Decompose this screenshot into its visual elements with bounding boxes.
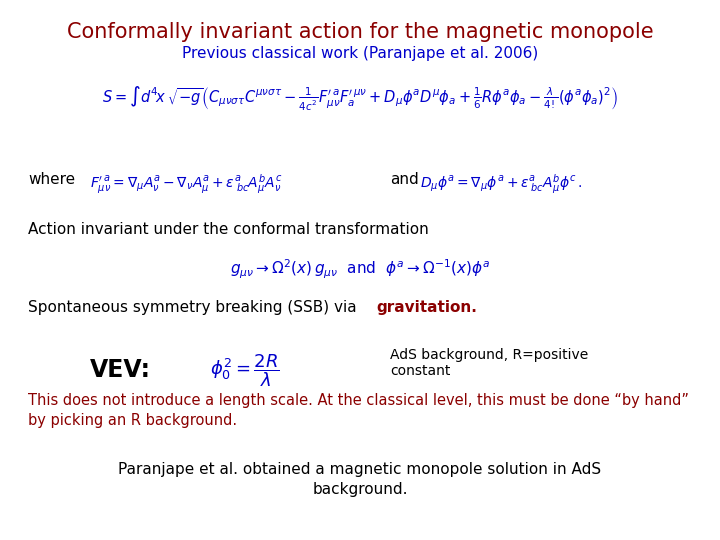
Text: Spontaneous symmetry breaking (SSB) via: Spontaneous symmetry breaking (SSB) via — [28, 300, 361, 315]
Text: $S = \int d^4\!x\;\sqrt{-g}\left(C_{\mu\nu\sigma\tau}C^{\mu\nu\sigma\tau} - \fra: $S = \int d^4\!x\;\sqrt{-g}\left(C_{\mu\… — [102, 85, 618, 113]
Text: AdS background, R=positive
constant: AdS background, R=positive constant — [390, 348, 588, 378]
Text: where: where — [28, 172, 75, 187]
Text: $F^{\prime\,a}_{\mu\nu} = \nabla_\mu A^a_\nu - \nabla_\nu A^a_\mu + \varepsilon^: $F^{\prime\,a}_{\mu\nu} = \nabla_\mu A^a… — [90, 172, 282, 196]
Text: $D_\mu\phi^a = \nabla_\mu\phi^a + \varepsilon^a_{\;bc}A^b_\mu\phi^c\,.$: $D_\mu\phi^a = \nabla_\mu\phi^a + \varep… — [420, 172, 582, 196]
Text: and: and — [390, 172, 419, 187]
Text: This does not introduce a length scale. At the classical level, this must be don: This does not introduce a length scale. … — [28, 393, 689, 408]
Text: VEV:: VEV: — [90, 358, 151, 382]
Text: $g_{\mu\nu} \rightarrow \Omega^2(x)\,g_{\mu\nu}\ \ \text{and}\ \ \phi^a \rightar: $g_{\mu\nu} \rightarrow \Omega^2(x)\,g_{… — [230, 258, 490, 281]
Text: Previous classical work (Paranjape et al. 2006): Previous classical work (Paranjape et al… — [182, 46, 538, 61]
Text: Conformally invariant action for the magnetic monopole: Conformally invariant action for the mag… — [67, 22, 653, 42]
Text: Action invariant under the conformal transformation: Action invariant under the conformal tra… — [28, 222, 428, 237]
Text: Paranjape et al. obtained a magnetic monopole solution in AdS: Paranjape et al. obtained a magnetic mon… — [118, 462, 602, 477]
Text: $\phi_0^2 = \dfrac{2R}{\lambda}$: $\phi_0^2 = \dfrac{2R}{\lambda}$ — [210, 352, 280, 389]
Text: background.: background. — [312, 482, 408, 497]
Text: by picking an R background.: by picking an R background. — [28, 413, 237, 428]
Text: gravitation.: gravitation. — [376, 300, 477, 315]
